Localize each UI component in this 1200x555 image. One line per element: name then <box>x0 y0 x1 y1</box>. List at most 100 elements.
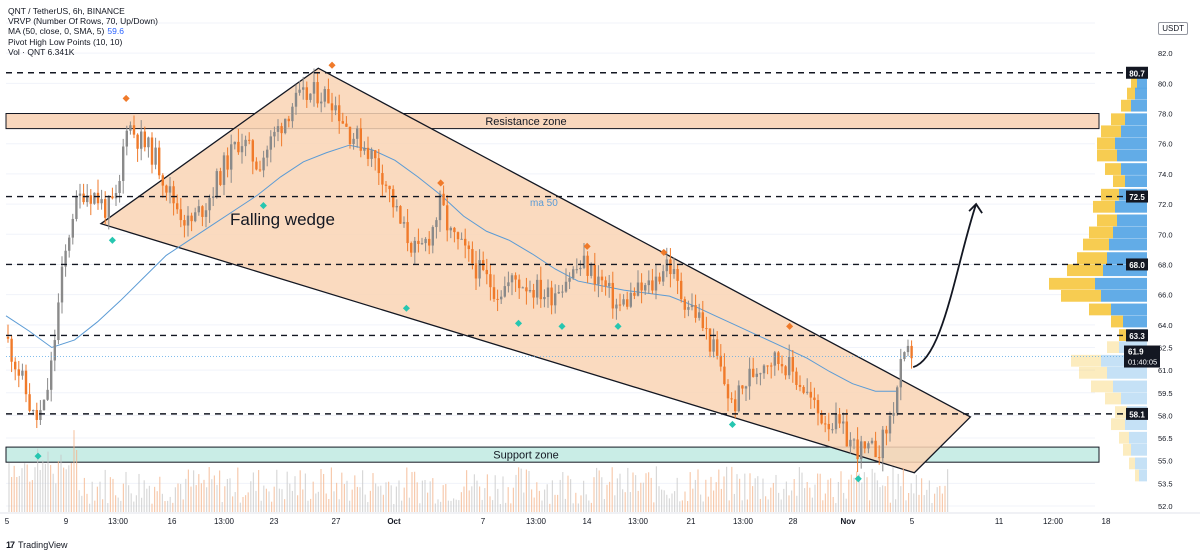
vp-bar-down <box>1049 277 1095 290</box>
candle-body <box>338 105 341 122</box>
tradingview-brand[interactable]: 17 TradingView <box>6 540 68 550</box>
candle-body <box>384 184 388 186</box>
candle-body <box>726 384 730 399</box>
resistance-zone-label: Resistance zone <box>485 116 566 128</box>
price-tick-label: 82.0 <box>1158 49 1173 58</box>
candle-body <box>39 410 42 420</box>
candle-body <box>766 365 769 367</box>
candle-body <box>71 218 74 238</box>
candle-body <box>831 429 834 431</box>
level-tag <box>1126 407 1148 420</box>
candle-body <box>266 149 269 158</box>
legend-ma[interactable]: MA (50, close, 0, SMA, 5) 59.6 <box>8 26 158 36</box>
candle-body <box>842 421 845 424</box>
price-axis[interactable]: 82.0 80.0 78.0 76.0 74.0 72.0 70.0 68.0 66.0 64.0… <box>1158 49 1173 511</box>
price-tick-label: 78.0 <box>1158 110 1173 119</box>
legend-vol[interactable]: Vol · QNT 6.341K <box>8 46 75 57</box>
candle-body <box>798 384 802 387</box>
candle-body <box>428 238 431 246</box>
candle-body <box>424 238 427 244</box>
vp-bar-down <box>1091 380 1113 393</box>
horizontal-levels[interactable]: 80.7 72.5 68.0 63.3 58.1 61.901:40:05 <box>6 66 1160 420</box>
candle-body <box>75 195 78 219</box>
legend-vrvp[interactable]: VRVP (Number Of Rows, 70, Up/Down) <box>8 16 158 27</box>
vp-bar-down <box>1105 163 1121 175</box>
candle-body <box>215 171 218 197</box>
candle-body <box>564 281 568 292</box>
vp-bar-up <box>1131 443 1147 456</box>
price-tick-label: 59.5 <box>1158 389 1173 398</box>
candle-body <box>845 421 848 447</box>
chart-legend: QNT / TetherUS, 6h, BINANCE VRVP (Number… <box>8 6 158 57</box>
candle-body <box>885 429 888 434</box>
candle-body <box>258 169 262 171</box>
candle-body <box>629 292 632 307</box>
candle-body <box>114 193 118 199</box>
candle-body <box>712 339 715 352</box>
candle-body <box>197 206 200 213</box>
time-tick-label: Nov <box>840 517 856 526</box>
candle-body <box>478 260 481 279</box>
candle-body <box>374 150 377 159</box>
candle-body <box>341 121 344 124</box>
pivot-low-marker <box>108 236 116 244</box>
candle-body <box>435 220 438 228</box>
time-tick-label: 9 <box>64 517 69 526</box>
price-tick-label: 55.0 <box>1158 457 1173 466</box>
vp-bar-down <box>1105 392 1121 405</box>
price-tick-label: 68.0 <box>1158 260 1173 269</box>
legend-symbol[interactable]: QNT / TetherUS, 6h, BINANCE <box>8 6 125 16</box>
candle-body <box>143 131 146 148</box>
candle-body <box>172 186 175 204</box>
pivot-high-marker <box>660 248 668 256</box>
candle-body <box>489 274 492 288</box>
candle-body <box>474 263 478 279</box>
candle-body <box>694 305 697 318</box>
candle-body <box>208 197 211 211</box>
candle-body <box>507 282 510 287</box>
legend-ma-value: 59.6 <box>107 26 124 37</box>
candle-body <box>287 118 290 122</box>
candle-body <box>716 339 719 356</box>
candle-body <box>32 410 35 412</box>
candle-body <box>680 280 683 300</box>
candle-body <box>10 338 13 362</box>
vp-bar-up <box>1107 366 1147 379</box>
vp-bar-up <box>1129 431 1147 444</box>
vp-bar-up <box>1109 238 1147 251</box>
time-tick-label: 21 <box>687 517 696 526</box>
candle-body <box>744 386 748 389</box>
candle-body <box>532 289 535 298</box>
vp-bar-up <box>1125 175 1147 188</box>
vp-bar-down <box>1071 354 1101 367</box>
candle-body <box>348 126 352 144</box>
candle-body <box>294 92 298 107</box>
candle-body <box>165 185 168 193</box>
candle-body <box>366 147 370 159</box>
candle-body <box>150 137 154 165</box>
vp-bar-up <box>1125 113 1147 126</box>
vp-bar-down <box>1097 214 1117 227</box>
candle-body <box>705 328 708 330</box>
vp-bar-up <box>1131 99 1147 112</box>
vp-bar-up <box>1121 163 1147 175</box>
candle-body <box>597 276 600 285</box>
candle-body <box>518 279 521 289</box>
projection-curve <box>912 203 977 368</box>
candle-body <box>543 297 546 300</box>
time-axis[interactable]: 5 9 13:00 16 13:00 23 27 Oct 7 13:00 14 13:00 21 13:0… <box>0 512 1200 526</box>
candle-body <box>647 280 650 286</box>
candle-body <box>53 340 56 361</box>
candle-body <box>788 356 791 376</box>
candle-body <box>752 368 755 377</box>
pivot-low-marker <box>514 319 523 327</box>
vp-bar-down <box>1121 99 1131 112</box>
vp-bar-down <box>1123 443 1131 456</box>
price-tick-label: 53.5 <box>1158 479 1173 488</box>
time-tick-label: 13:00 <box>526 517 547 526</box>
legend-pivot[interactable]: Pivot High Low Points (10, 10) <box>8 36 123 47</box>
candle-body <box>93 192 96 204</box>
currency-label[interactable]: USDT <box>1158 22 1188 35</box>
candle-body <box>539 279 542 300</box>
